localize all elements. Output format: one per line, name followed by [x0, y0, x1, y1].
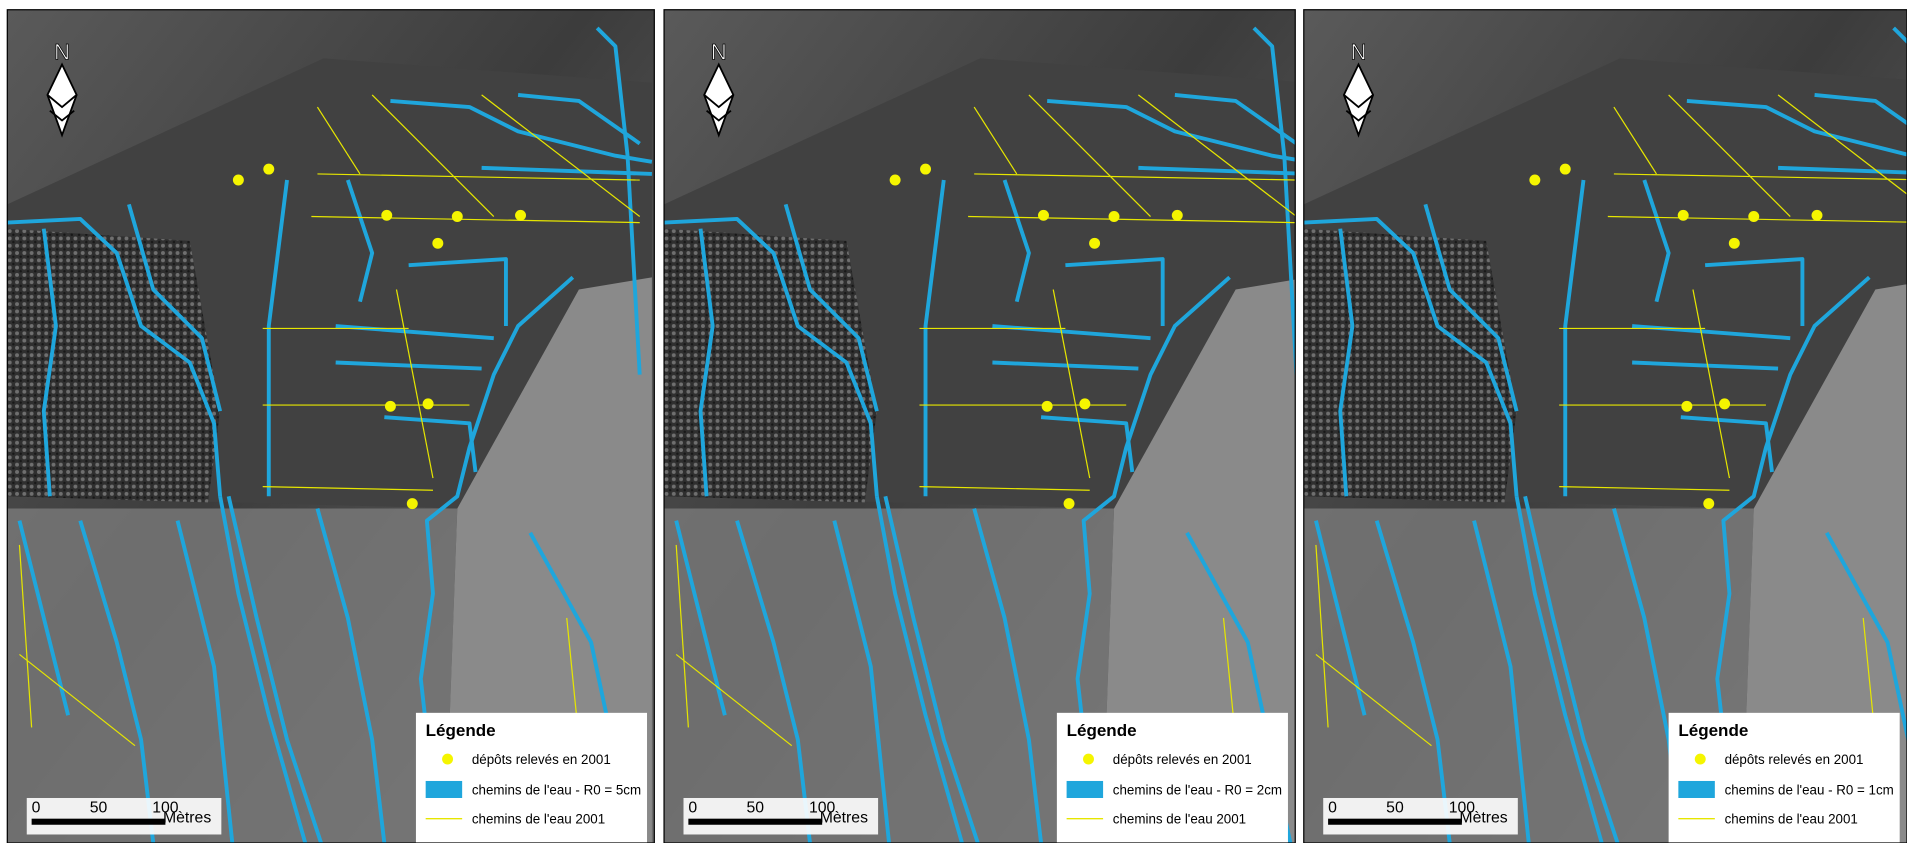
scale-bar	[1328, 819, 1462, 825]
scale-label: 0	[1328, 800, 1337, 817]
woodland	[664, 229, 877, 503]
map-panel: N050100MètresLégendedépôts relevés en 20…	[7, 10, 654, 843]
deposit	[432, 238, 443, 249]
deposit	[1812, 210, 1823, 221]
legend-swatch	[426, 781, 462, 798]
deposit	[452, 211, 463, 222]
legend-item: dépôts relevés en 2001	[472, 752, 611, 767]
scale-label: 0	[688, 800, 697, 817]
deposit	[890, 175, 901, 186]
legend-item: chemins de l'eau - R0 = 2cm	[1113, 782, 1282, 797]
legend-swatch	[442, 754, 453, 765]
scale-label: 50	[746, 800, 764, 817]
deposit	[1038, 210, 1049, 221]
scale-label: 0	[32, 800, 41, 817]
deposit	[1172, 210, 1183, 221]
scale-unit: Mètres	[1459, 809, 1507, 826]
deposit	[381, 210, 392, 221]
map-figure: N050100MètresLégendedépôts relevés en 20…	[0, 0, 1907, 843]
deposit	[407, 498, 418, 509]
deposit	[1748, 211, 1759, 222]
scale-bar	[32, 819, 166, 825]
legend-swatch	[1678, 781, 1714, 798]
deposit	[233, 175, 244, 186]
woodland	[1304, 229, 1517, 503]
deposit	[1719, 398, 1730, 409]
legend-item: dépôts relevés en 2001	[1113, 752, 1252, 767]
deposit	[1678, 210, 1689, 221]
deposit	[1042, 401, 1053, 412]
deposit	[423, 398, 434, 409]
deposit	[1529, 175, 1540, 186]
legend-swatch	[1067, 781, 1103, 798]
scale-label: 50	[90, 800, 108, 817]
legend-title: Légende	[426, 721, 496, 740]
deposit	[1064, 498, 1075, 509]
legend-item: chemins de l'eau 2001	[1113, 812, 1246, 827]
north-label: N	[54, 40, 70, 65]
deposit	[1729, 238, 1740, 249]
north-label: N	[1351, 40, 1367, 65]
scale-unit: Mètres	[163, 809, 211, 826]
legend-title: Légende	[1067, 721, 1137, 740]
scale-label: 50	[1386, 800, 1404, 817]
deposit	[1109, 211, 1120, 222]
legend-swatch	[1083, 754, 1094, 765]
deposit	[263, 164, 274, 175]
legend-item: chemins de l'eau - R0 = 1cm	[1725, 782, 1894, 797]
north-label: N	[711, 40, 727, 65]
legend-title: Légende	[1678, 721, 1748, 740]
deposit	[1681, 401, 1692, 412]
deposit	[1079, 398, 1090, 409]
legend-item: chemins de l'eau - R0 = 5cm	[472, 782, 641, 797]
deposit	[385, 401, 396, 412]
deposit	[1089, 238, 1100, 249]
legend-swatch	[1695, 754, 1706, 765]
deposit	[920, 164, 931, 175]
deposit	[1560, 164, 1571, 175]
deposit	[1703, 498, 1714, 509]
deposit	[515, 210, 526, 221]
legend-item: chemins de l'eau 2001	[472, 812, 605, 827]
map-panel: N050100MètresLégendedépôts relevés en 20…	[664, 10, 1309, 843]
scale-bar	[688, 819, 822, 825]
legend-item: chemins de l'eau 2001	[1725, 812, 1858, 827]
woodland	[7, 229, 220, 503]
legend-item: dépôts relevés en 2001	[1725, 752, 1864, 767]
scale-unit: Mètres	[820, 809, 868, 826]
